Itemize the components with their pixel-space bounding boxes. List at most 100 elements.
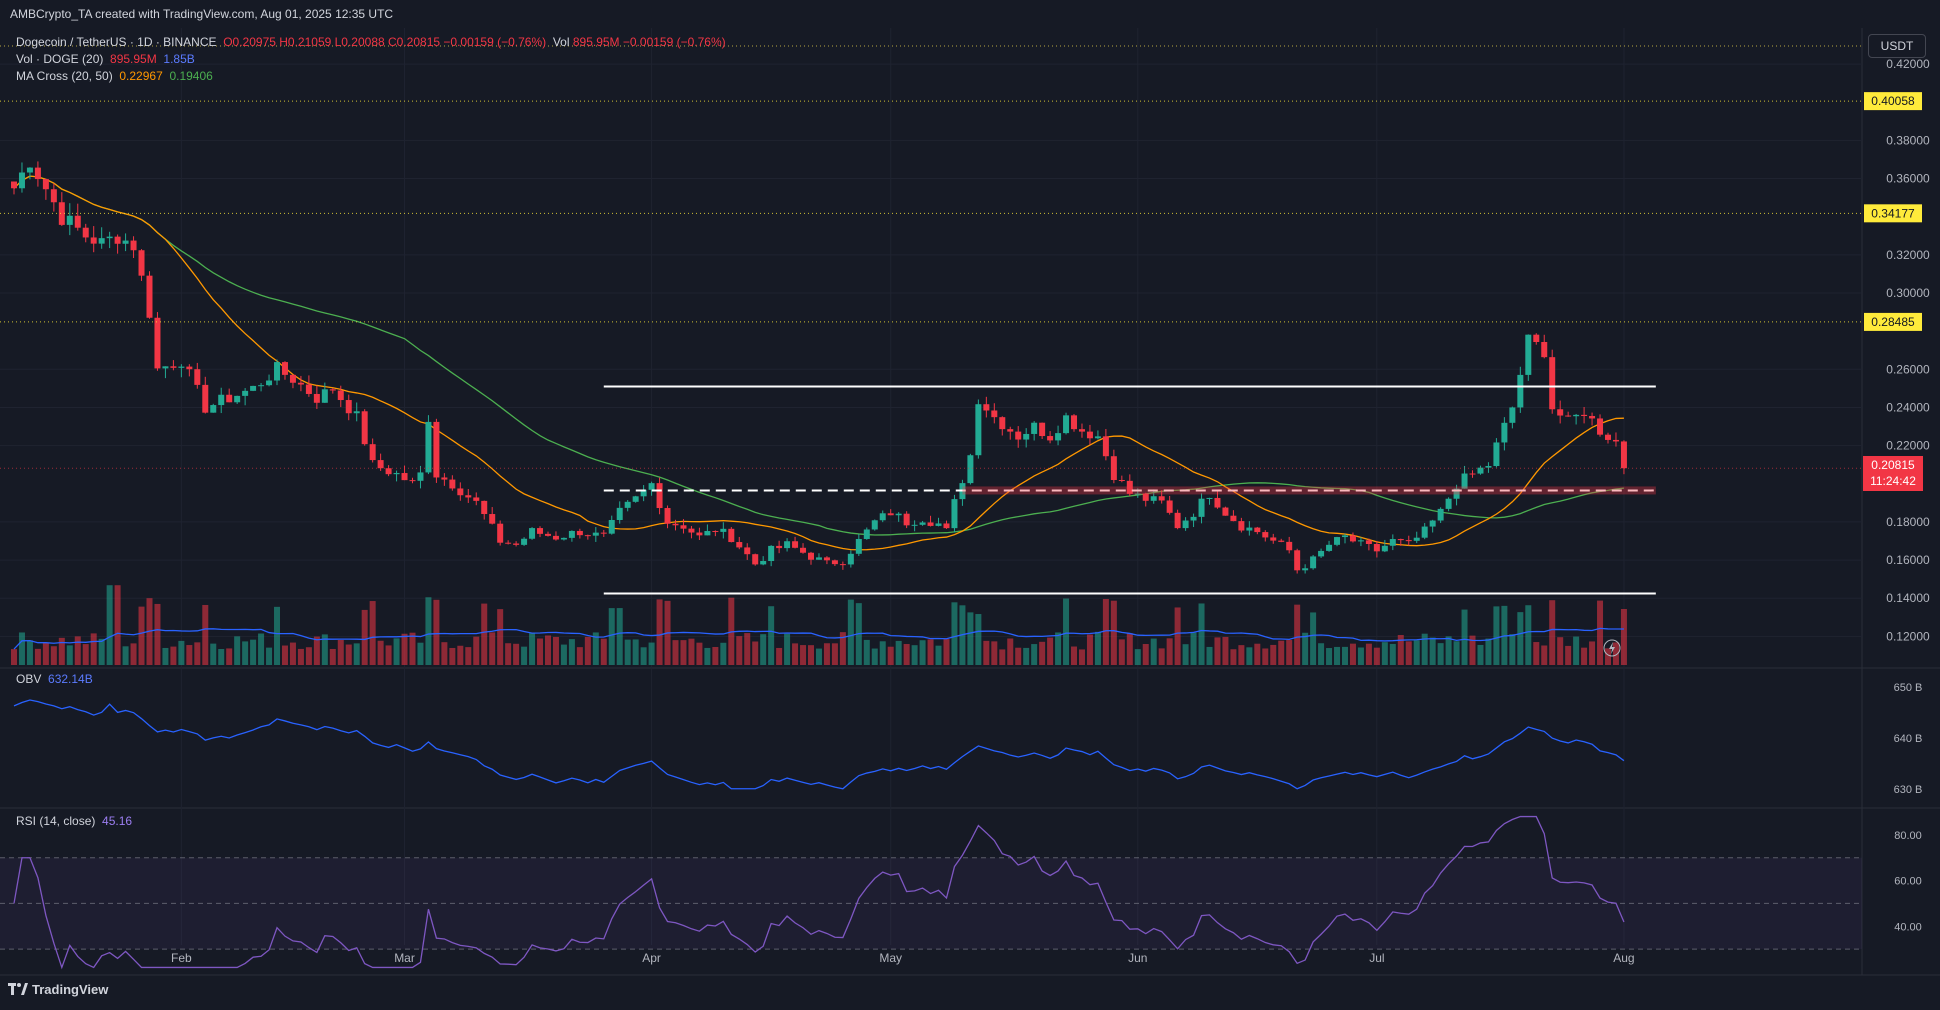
volume-bar — [393, 638, 400, 665]
footer-brand[interactable]: TradingView — [8, 982, 108, 997]
candle-body — [999, 417, 1006, 430]
ma-cross-label[interactable]: MA Cross (20, 50) — [16, 69, 113, 83]
volume-bar — [26, 640, 33, 665]
volume-bar — [704, 647, 711, 665]
candle-body — [82, 227, 89, 238]
volume-bar — [656, 599, 663, 665]
volume-bar — [1174, 607, 1181, 665]
volume-bar — [903, 644, 910, 665]
volume-bar — [465, 647, 472, 665]
volume-bar — [441, 642, 448, 665]
volume-bar — [935, 645, 942, 665]
candle-body — [895, 513, 902, 516]
candle-body — [178, 366, 185, 368]
candle-body — [138, 250, 145, 276]
volume-bar — [1262, 648, 1269, 665]
candle-body — [1094, 436, 1101, 439]
price-axis-tick: 0.36000 — [1886, 172, 1930, 186]
volume-bar — [895, 640, 902, 665]
volume-bar — [178, 640, 185, 665]
volume-bar — [1549, 600, 1556, 665]
candle-body — [847, 553, 854, 565]
candle-body — [74, 215, 81, 228]
candle-body — [1318, 550, 1325, 557]
volume-bar — [879, 641, 886, 665]
volume-bar — [58, 637, 65, 665]
candle-body — [736, 542, 743, 548]
candle-body — [560, 537, 567, 540]
candle-body — [584, 535, 591, 537]
volume-bar — [1461, 609, 1468, 665]
volume-bar — [1206, 646, 1213, 665]
rsi-legend: RSI (14, close) 45.16 — [16, 814, 132, 828]
price-axis-tick: 0.26000 — [1886, 362, 1930, 376]
last-price-countdown: 11:24:42 — [1870, 474, 1916, 488]
volume-bar — [1134, 649, 1141, 665]
volume-bar — [122, 646, 129, 665]
candle-body — [170, 366, 177, 368]
candle-body — [1214, 497, 1221, 508]
candle-body — [1565, 415, 1572, 417]
symbol-label[interactable]: Dogecoin / TetherUS · 1D · BINANCE — [16, 35, 217, 49]
volume-bar — [226, 648, 233, 665]
obv-label[interactable]: OBV — [16, 672, 42, 686]
volume-bar — [90, 633, 97, 665]
candle-body — [1150, 496, 1157, 501]
volume-bar — [839, 632, 846, 665]
price-axis-tick: 0.14000 — [1886, 591, 1930, 605]
price-axis-tick: 0.12000 — [1886, 629, 1930, 643]
candle-body — [130, 240, 137, 251]
volume-bar — [1142, 643, 1149, 665]
candle-body — [1501, 422, 1508, 443]
volume-bar — [1102, 598, 1109, 665]
candle-body — [433, 421, 440, 478]
time-axis-label: May — [879, 951, 902, 965]
vol-doge-value-2: 1.85B — [163, 52, 195, 66]
volume-bar — [234, 636, 241, 665]
candle-body — [1166, 500, 1173, 513]
candle-body — [1557, 409, 1564, 416]
candle-body — [1620, 441, 1627, 469]
header-caption: AMBCrypto_TA created with TradingView.co… — [10, 7, 394, 21]
candle-body — [473, 497, 480, 501]
legend-ma-row: MA Cross (20, 50) 0.22967 0.19406 — [16, 68, 726, 85]
candle-body — [1238, 521, 1245, 531]
volume-bar — [1334, 646, 1341, 665]
volume-bar — [11, 649, 17, 665]
volume-bar — [776, 647, 783, 665]
volume-bar — [760, 634, 767, 665]
candle-body — [369, 444, 376, 461]
candle-body — [210, 405, 217, 413]
volume-bar — [289, 642, 296, 665]
candle-body — [1381, 545, 1388, 552]
last-price-value: 0.20815 — [1871, 458, 1915, 472]
candle-body — [576, 530, 583, 536]
candle-body — [337, 390, 344, 401]
volume-bar — [1214, 637, 1221, 665]
candle-body — [1365, 540, 1372, 544]
candle-body — [154, 317, 161, 369]
time-axis-label: Aug — [1613, 951, 1634, 965]
level-tag-text: 0.28485 — [1871, 315, 1915, 329]
candle-body — [1509, 407, 1516, 423]
volume-bar — [1166, 638, 1173, 665]
candle-body — [1605, 434, 1611, 440]
vol-doge-label[interactable]: Vol · DOGE (20) — [16, 52, 104, 66]
volume-bar — [202, 604, 209, 665]
volume-bar — [696, 642, 703, 665]
rsi-label[interactable]: RSI (14, close) — [16, 814, 96, 828]
volume-bar — [1541, 645, 1548, 665]
volume-bar — [1318, 643, 1325, 665]
currency-button[interactable]: USDT — [1868, 34, 1926, 58]
candle-body — [839, 564, 846, 566]
volume-bar — [170, 646, 177, 665]
volume-bar — [1086, 634, 1093, 665]
candle-body — [385, 468, 392, 475]
candle-body — [640, 489, 647, 497]
candle-body — [122, 240, 129, 244]
candle-body — [274, 362, 281, 381]
candle-body — [226, 394, 233, 403]
candle-body — [26, 167, 33, 173]
candle-body — [744, 547, 751, 555]
